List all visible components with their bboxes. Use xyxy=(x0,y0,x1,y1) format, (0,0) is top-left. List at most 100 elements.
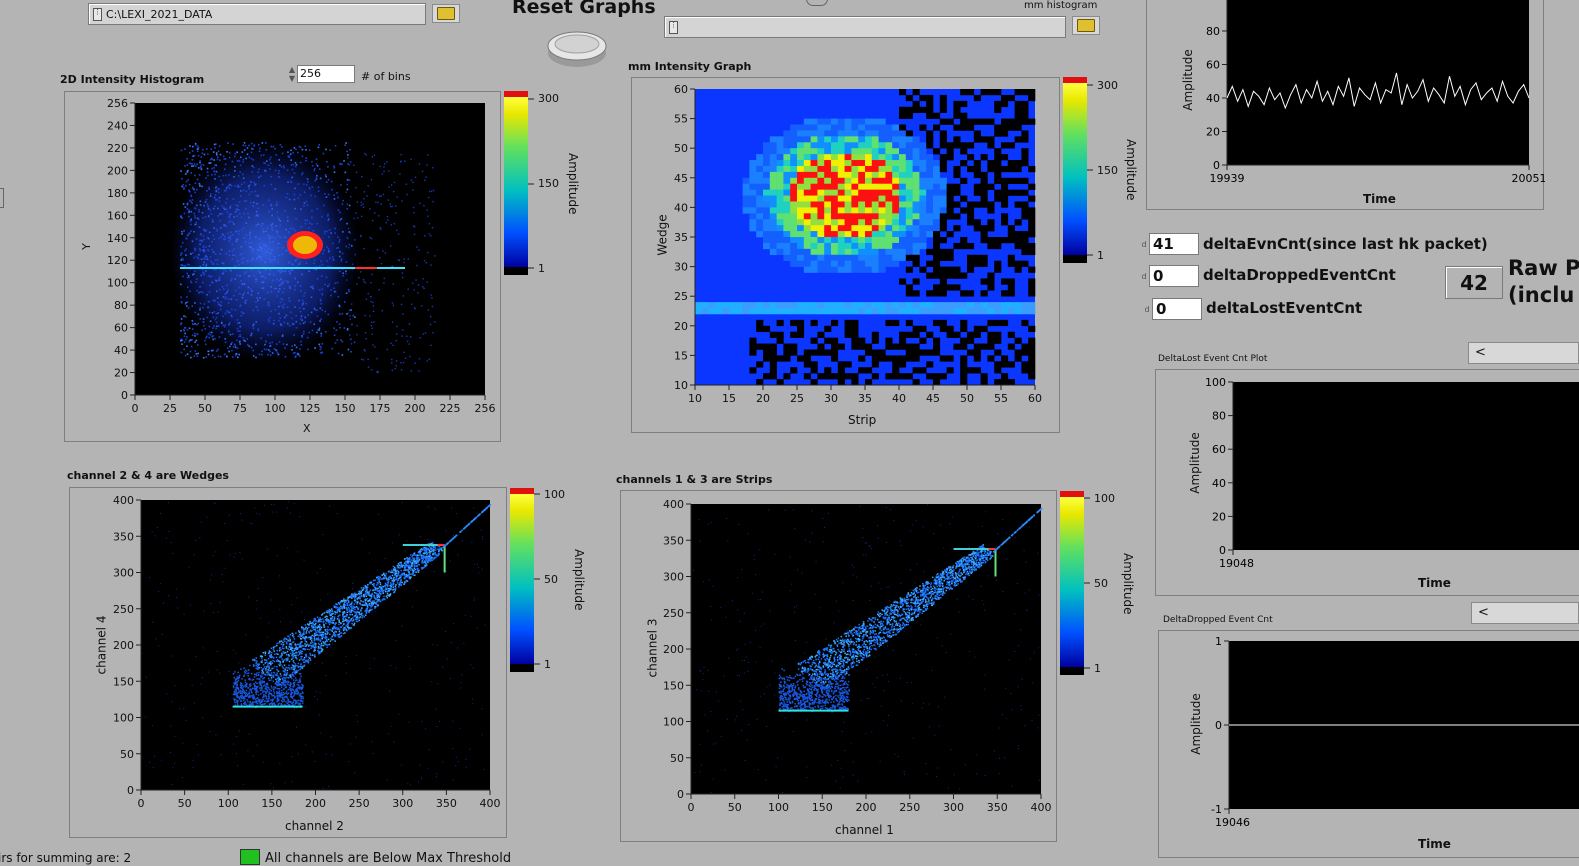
left-edge-control xyxy=(0,188,4,208)
x-tick-label: 100 xyxy=(265,402,286,415)
chevron-left-icon[interactable]: < xyxy=(1475,345,1486,360)
y-tick-label: 400 xyxy=(663,498,684,511)
browse-folder-button[interactable] xyxy=(432,4,460,23)
mm-browse-folder-button[interactable] xyxy=(1072,16,1100,35)
mm-histogram-path-control[interactable]: ⋮ xyxy=(664,16,1066,38)
y-tick-label: 200 xyxy=(107,164,128,177)
y-tick-label: 80 xyxy=(114,299,128,312)
folder-open-icon xyxy=(1077,19,1095,32)
x-tick-label: 35 xyxy=(858,392,872,405)
wedges-scale-tick-mid: 50 xyxy=(544,573,558,586)
y-tick-label: 60 xyxy=(114,322,128,335)
numeric-indicator-icon: d xyxy=(1142,298,1152,320)
x-tick-label: 50 xyxy=(178,797,192,810)
y-tick-label: 35 xyxy=(674,231,688,244)
mm-scale-tick-bot: 1 xyxy=(1097,249,1104,262)
x-tick-label: 400 xyxy=(1031,801,1052,814)
bins-label: # of bins xyxy=(361,70,411,83)
x-tick-label: 100 xyxy=(218,797,239,810)
lost-plot-scroll[interactable]: < xyxy=(1468,342,1579,364)
threshold-led xyxy=(240,849,260,865)
y-tick-label: 50 xyxy=(670,752,684,765)
threshold-text: All channels are Below Max Threshold xyxy=(265,851,511,866)
y-tick-label: 0 xyxy=(1219,544,1226,557)
y-tick-label: 0 xyxy=(677,788,684,801)
raw-count-label-line2: (inclu xyxy=(1508,283,1574,307)
y-tick-label: 240 xyxy=(107,119,128,132)
x-tick-label: 25 xyxy=(790,392,804,405)
y-tick-label: 200 xyxy=(663,643,684,656)
y-tick-label: 220 xyxy=(107,142,128,155)
hist2d-scale-tick-mid: 150 xyxy=(538,177,559,190)
mm-scale-tick-mid: 150 xyxy=(1097,164,1118,177)
lost-ylabel: Amplitude xyxy=(1188,432,1202,494)
y-tick-label: 0 xyxy=(121,389,128,402)
amp-xlabel: Time xyxy=(1363,192,1396,206)
data-path-control[interactable]: ⋮ C:\LEXI_2021_DATA xyxy=(88,3,426,25)
x-tick-label: 250 xyxy=(899,801,920,814)
mm-ylabel: Wedge xyxy=(656,214,670,255)
y-tick-label: 25 xyxy=(674,290,688,303)
x-tick-label: 350 xyxy=(987,801,1008,814)
x-tick-label: 300 xyxy=(392,797,413,810)
mm-title: mm Intensity Graph xyxy=(628,60,751,73)
x-tick-label: 175 xyxy=(370,402,391,415)
evn-count-value: 41 xyxy=(1149,233,1199,255)
y-tick-label: 60 xyxy=(1206,59,1220,72)
y-tick-label: 40 xyxy=(674,201,688,214)
y-tick-label: 20 xyxy=(1212,510,1226,523)
x-tick-label: 19939 xyxy=(1210,172,1245,185)
bins-stepper-icon[interactable]: ▲▼ xyxy=(287,64,297,84)
y-tick-label: 40 xyxy=(1212,477,1226,490)
x-tick-label: 30 xyxy=(824,392,838,405)
reset-graphs-button[interactable] xyxy=(547,26,607,66)
top-knob-fragment xyxy=(806,0,828,6)
dropped-count-label: deltaDroppedEventCnt xyxy=(1203,266,1396,284)
strips-scale-tick-mid: 50 xyxy=(1094,577,1108,590)
y-tick-label: 0 xyxy=(1215,719,1222,732)
strips-scale-tick-bot: 1 xyxy=(1094,662,1101,675)
y-tick-label: 55 xyxy=(674,113,688,126)
reset-graphs-label: Reset Graphs xyxy=(512,0,656,18)
bins-input[interactable]: 256 xyxy=(297,65,355,83)
wedges-ylabel: channel 4 xyxy=(94,616,108,675)
dropped-count-control: d 0 xyxy=(1139,265,1199,287)
y-tick-label: 300 xyxy=(113,567,134,580)
wedges-xlabel: channel 2 xyxy=(285,819,344,833)
y-tick-label: 180 xyxy=(107,187,128,200)
x-tick-label: 20 xyxy=(756,392,770,405)
dropped-ylabel: Amplitude xyxy=(1189,693,1203,755)
x-tick-label: 60 xyxy=(1028,392,1042,405)
y-tick-label: 40 xyxy=(1206,92,1220,105)
chevron-left-icon[interactable]: < xyxy=(1478,605,1489,620)
y-tick-label: 80 xyxy=(1212,410,1226,423)
data-path-text: C:\LEXI_2021_DATA xyxy=(106,8,212,21)
y-tick-label: 50 xyxy=(120,748,134,761)
lost-count-label: deltaLostEventCnt xyxy=(1206,299,1362,317)
y-tick-label: 80 xyxy=(1206,25,1220,38)
y-tick-label: 140 xyxy=(107,232,128,245)
y-tick-label: 100 xyxy=(663,716,684,729)
y-tick-label: 100 xyxy=(113,712,134,725)
hist2d-xlabel: X xyxy=(303,422,311,435)
y-tick-label: 350 xyxy=(113,530,134,543)
bins-control[interactable]: ▲▼ 256 xyxy=(287,64,355,84)
x-tick-label: 19048 xyxy=(1219,557,1254,570)
dropped-xlabel: Time xyxy=(1418,837,1451,851)
x-tick-label: 55 xyxy=(994,392,1008,405)
y-tick-label: 256 xyxy=(107,97,128,110)
x-tick-label: 300 xyxy=(943,801,964,814)
x-tick-label: 25 xyxy=(163,402,177,415)
y-tick-label: 40 xyxy=(114,344,128,357)
x-tick-label: 40 xyxy=(892,392,906,405)
dropped-plot-scroll[interactable]: < xyxy=(1471,602,1579,624)
wedges-scale-tick-bot: 1 xyxy=(544,658,551,671)
